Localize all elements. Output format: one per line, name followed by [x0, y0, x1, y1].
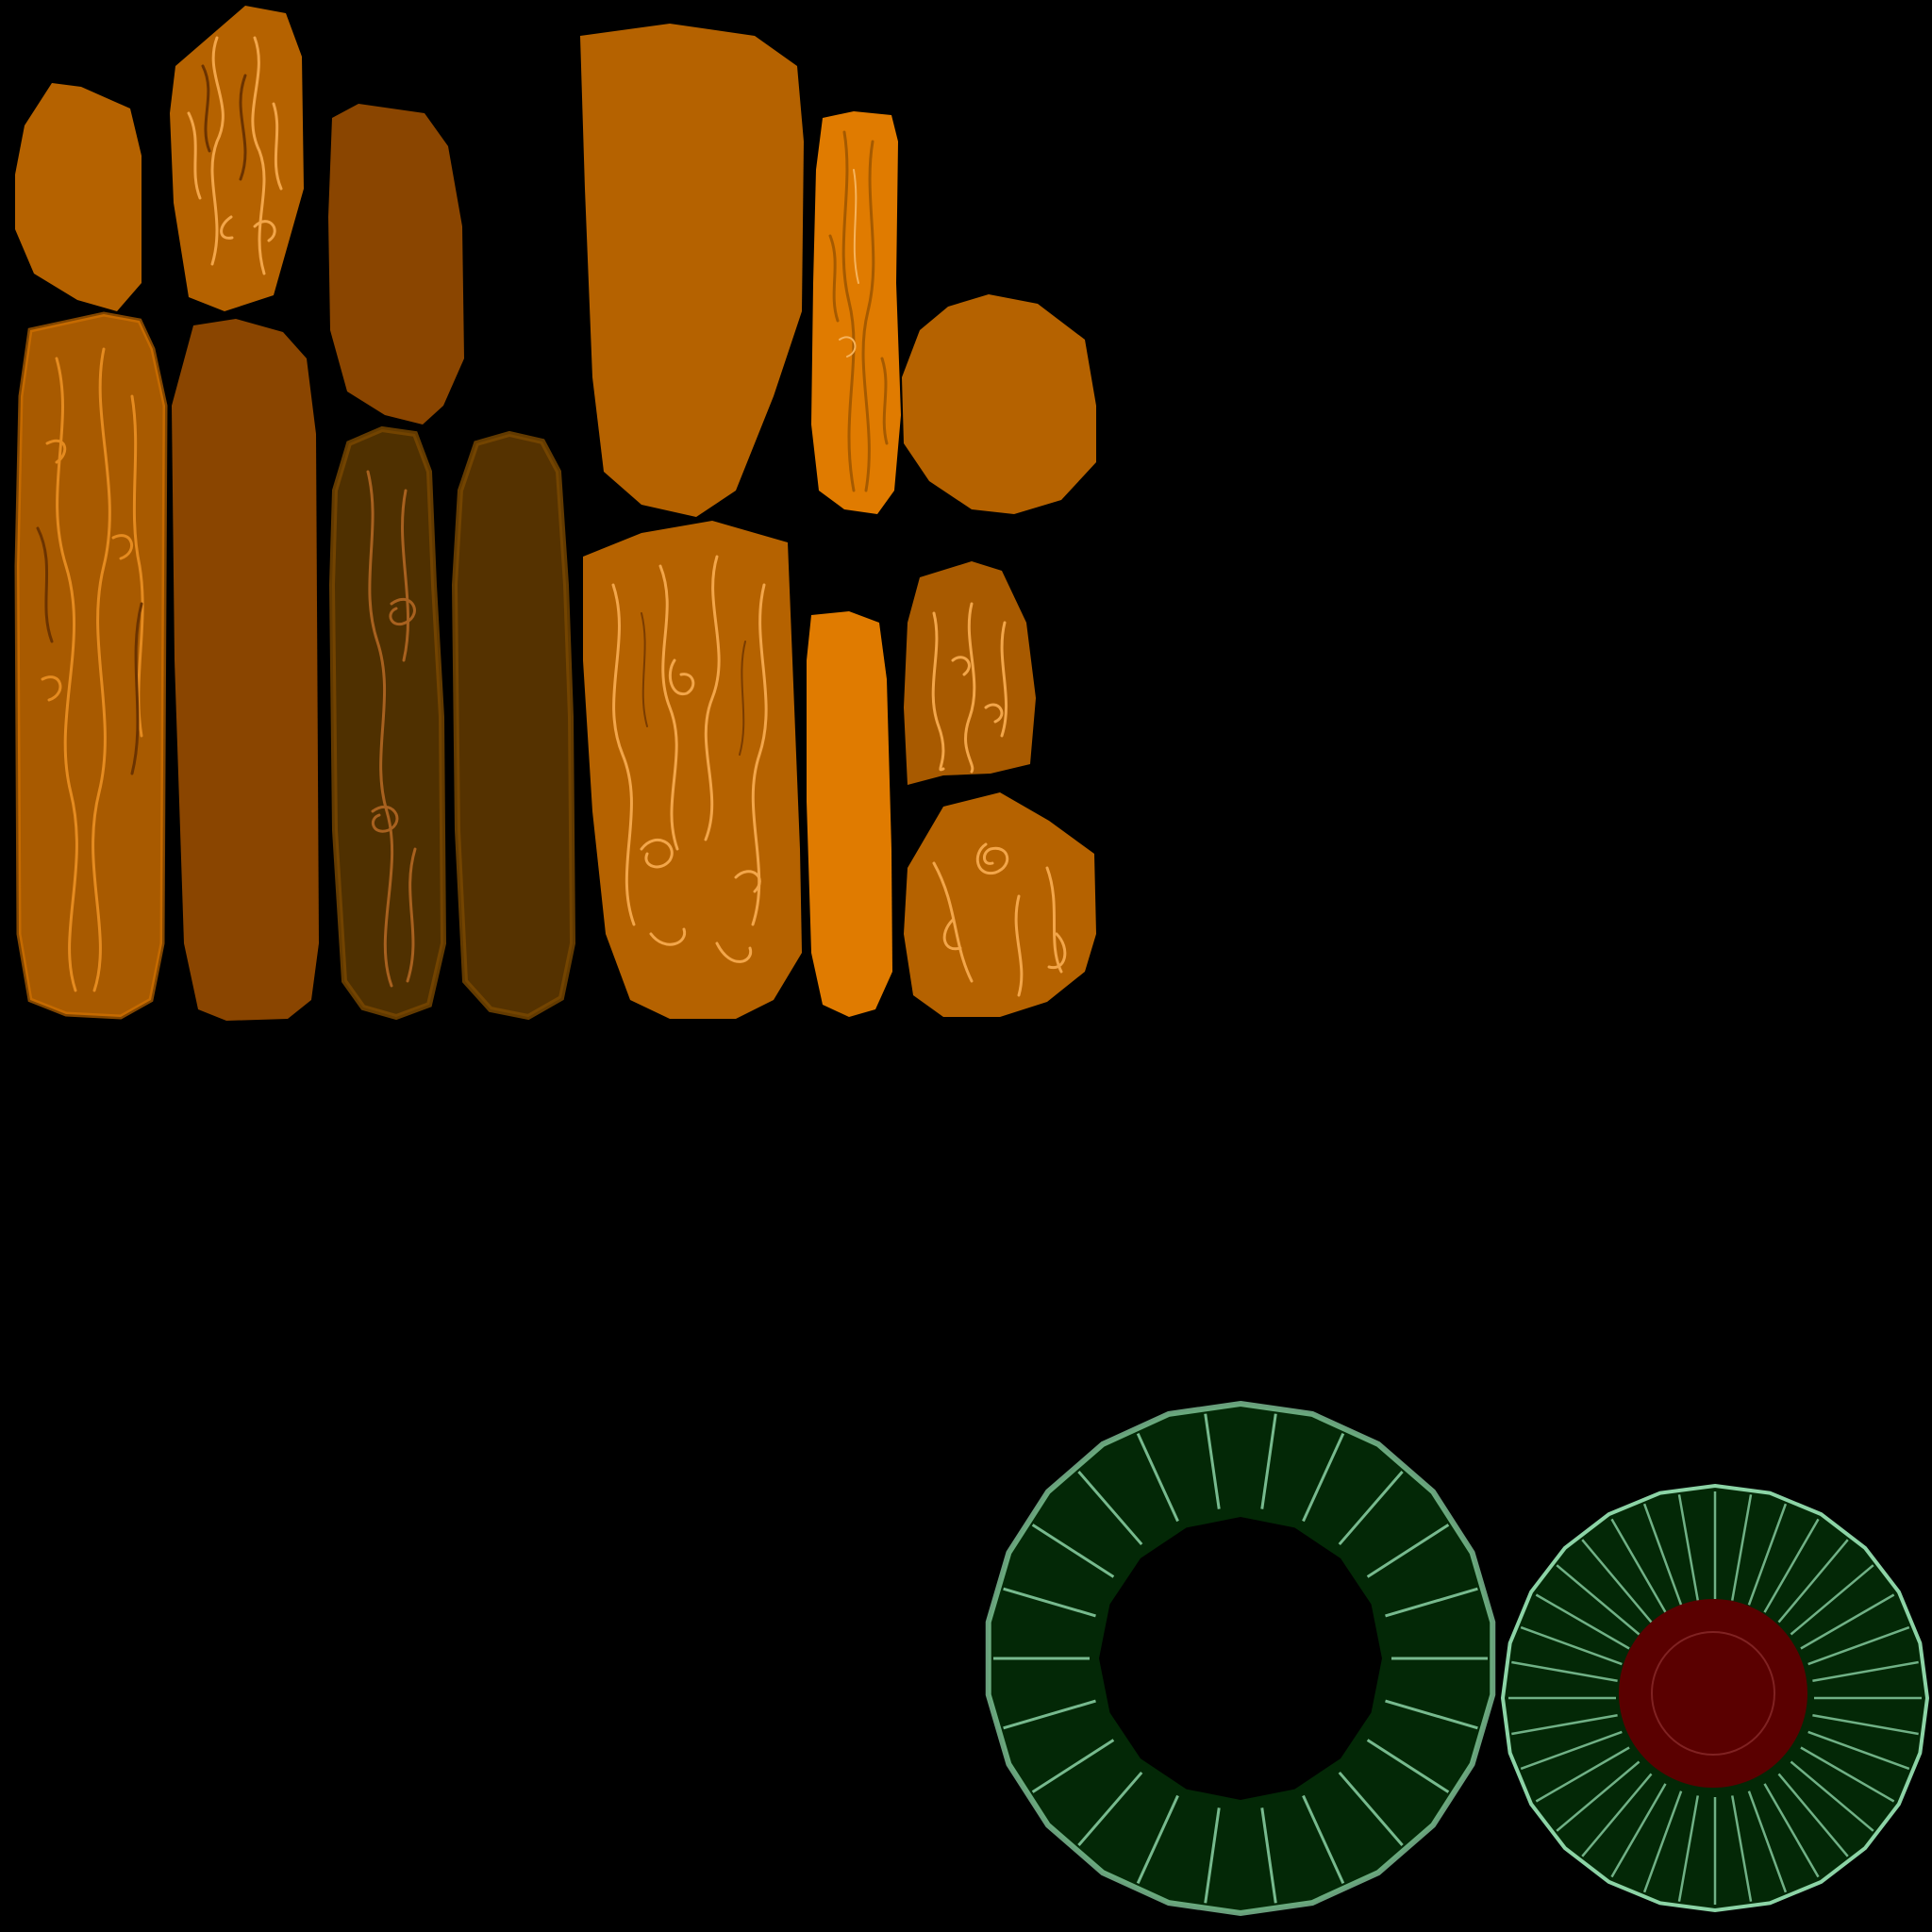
bark-pieces: [985, 1400, 1930, 1917]
ring-ridge: [1385, 1699, 1478, 1730]
wood-plank-e: [172, 319, 319, 1021]
disc-ridge: [1642, 1503, 1683, 1606]
ring-ridge: [1003, 1699, 1096, 1730]
disc-ridge: [1556, 1564, 1641, 1636]
disc-ridge: [1511, 1714, 1618, 1736]
disc-ridge: [1777, 1539, 1849, 1624]
disc-ridge: [1800, 1593, 1895, 1650]
disc-ridge: [1790, 1760, 1874, 1832]
ring-ridge: [1302, 1794, 1345, 1884]
disc-core-ring: [1651, 1631, 1775, 1756]
wood-strip-i: [811, 111, 901, 514]
ring-ridge: [1077, 1471, 1143, 1546]
ring-ridge: [1077, 1771, 1143, 1846]
ring-ridge: [1003, 1587, 1096, 1618]
wood-plank-g: [451, 430, 576, 1021]
ring-ridge: [1302, 1433, 1345, 1523]
ring-ridge: [1338, 1471, 1404, 1546]
wood-slab-k: [583, 521, 802, 1019]
disc-ridge: [1511, 1660, 1618, 1682]
disc-ridge: [1807, 1730, 1910, 1771]
ring-ridge: [1385, 1587, 1478, 1618]
ring-ridge: [1031, 1739, 1115, 1793]
ring-ridge: [1366, 1739, 1450, 1793]
wood-tile-m: [904, 561, 1036, 785]
disc-ridge: [1610, 1518, 1667, 1613]
wood-pieces: [14, 6, 1096, 1021]
disc-ridge: [1777, 1773, 1849, 1857]
disc-ridge: [1535, 1593, 1630, 1650]
disc-ridge: [1790, 1564, 1874, 1636]
disc-ridge: [1731, 1494, 1753, 1601]
disc-ridge: [1800, 1746, 1895, 1803]
disc-ridge: [1731, 1795, 1753, 1902]
ring-ridge: [1031, 1524, 1115, 1578]
disc-ridge: [1807, 1625, 1910, 1666]
wood-plank-f: [328, 425, 447, 1021]
wood-strip-l: [807, 611, 892, 1017]
disc-ridge: [1763, 1518, 1820, 1613]
wood-octagon-j: [902, 294, 1096, 514]
ring-ridge: [1204, 1413, 1221, 1509]
ring-ridge: [1366, 1524, 1450, 1578]
disc-ridge: [1520, 1625, 1623, 1666]
ring-ridge: [1338, 1771, 1404, 1846]
wood-plank-b: [170, 6, 304, 311]
wood-slab-h: [580, 24, 804, 517]
ring-ridge: [1260, 1807, 1277, 1904]
disc-ridge: [1535, 1746, 1630, 1803]
disc-ridge: [1581, 1773, 1653, 1857]
ring-ridge: [1260, 1413, 1277, 1509]
wood-plank-d: [14, 311, 168, 1020]
bark-ring: [985, 1400, 1496, 1917]
disc-ridge: [1520, 1730, 1623, 1771]
disc-ridge: [1642, 1790, 1683, 1893]
disc-ridge: [1812, 1714, 1919, 1736]
wood-plank-c: [328, 104, 464, 425]
disc-ridge: [1581, 1539, 1653, 1624]
ring-ridge: [1136, 1794, 1179, 1884]
disc-core: [1619, 1599, 1807, 1788]
disc-ridge: [1812, 1660, 1919, 1682]
ring-ridge: [1136, 1433, 1179, 1523]
wood-octagon-n: [904, 792, 1096, 1017]
disc-ridge: [1610, 1783, 1667, 1878]
wood-plank-a: [15, 83, 142, 311]
disc-ridge: [1677, 1494, 1699, 1601]
disc-ridge: [1747, 1790, 1788, 1893]
disc-ridge: [1677, 1795, 1699, 1902]
bark-disc: [1500, 1483, 1930, 1913]
disc-ridge: [1763, 1783, 1820, 1878]
ring-body: [988, 1404, 1493, 1913]
disc-ridge: [1747, 1503, 1788, 1606]
disc-ridge: [1556, 1760, 1641, 1832]
ring-ridge: [1204, 1807, 1221, 1904]
